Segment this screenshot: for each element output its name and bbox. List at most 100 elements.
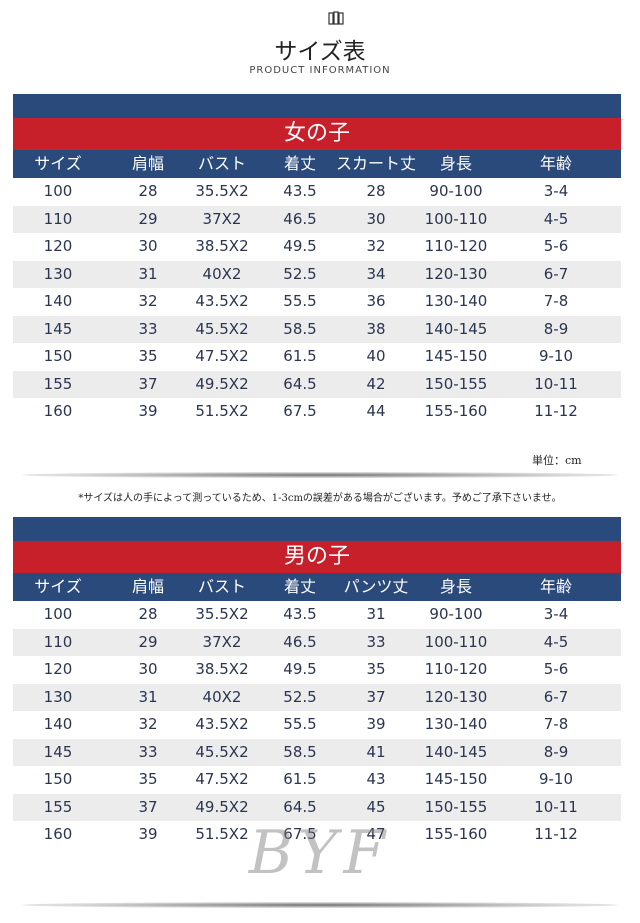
cell: 49.5X2 xyxy=(195,797,249,816)
cell: 67.5 xyxy=(283,402,317,420)
cell: 52.5 xyxy=(283,264,317,283)
cell: 64.5 xyxy=(283,797,317,816)
unit-label: 単位：cm xyxy=(532,454,582,467)
row xyxy=(13,656,621,684)
row xyxy=(13,288,621,316)
shadow xyxy=(22,902,618,908)
cell: 35 xyxy=(366,660,386,678)
cell: 145 xyxy=(43,742,73,761)
cell: 51.5X2 xyxy=(195,402,249,420)
cell: 28 xyxy=(138,605,158,623)
column-header: 肩幅 xyxy=(131,577,164,596)
row xyxy=(13,793,621,821)
cell: 130 xyxy=(43,687,73,706)
cell: 7-8 xyxy=(543,715,569,733)
row xyxy=(13,205,621,233)
cell: 5-6 xyxy=(543,237,569,255)
cell: 150-155 xyxy=(424,374,488,393)
cell: 4-5 xyxy=(543,632,569,651)
cell: 49.5 xyxy=(283,660,317,678)
cell: 8-9 xyxy=(543,742,569,761)
column-header: 身長 xyxy=(439,154,472,173)
cell: 40X2 xyxy=(202,687,242,706)
note: *サイズは人の手によって測っているため、1-3cmの誤差がある場合がございます。… xyxy=(78,493,562,504)
row xyxy=(13,628,621,656)
shadow xyxy=(22,472,618,478)
cell: 29 xyxy=(138,632,158,651)
cell: 39 xyxy=(366,715,386,733)
cell: 130-140 xyxy=(424,292,488,310)
cell: 100 xyxy=(43,605,73,623)
cell: 3-4 xyxy=(543,605,569,623)
cell: 33 xyxy=(366,632,386,651)
cell: 11-12 xyxy=(534,825,578,843)
cell: 155 xyxy=(43,374,73,393)
cell: 47.5X2 xyxy=(195,770,249,788)
column-header: 着丈 xyxy=(283,577,316,596)
cell: 3-4 xyxy=(543,182,569,200)
cell: 61.5 xyxy=(283,770,317,788)
cell: 110-120 xyxy=(424,660,488,678)
row xyxy=(13,711,621,739)
cell: 145-150 xyxy=(424,347,488,365)
cell: 37 xyxy=(138,797,158,816)
cell: 38 xyxy=(366,319,386,338)
cell: 155-160 xyxy=(424,402,488,420)
cell: 8-9 xyxy=(543,319,569,338)
cell: 64.5 xyxy=(283,374,317,393)
cell: 31 xyxy=(138,264,158,283)
cell: 49.5X2 xyxy=(195,374,249,393)
cell: 28 xyxy=(138,182,158,200)
cell: 37 xyxy=(138,374,158,393)
column-header: バスト xyxy=(197,154,246,173)
row xyxy=(13,315,621,343)
cell: 55.5 xyxy=(283,292,317,310)
row xyxy=(13,343,621,371)
cell: 10-11 xyxy=(534,797,578,816)
cell: 33 xyxy=(138,742,158,761)
cell: 9-10 xyxy=(538,770,574,788)
row xyxy=(13,398,621,426)
cell: 140 xyxy=(43,715,73,733)
cell: 46.5 xyxy=(283,632,317,651)
cell: 37X2 xyxy=(202,209,242,228)
header-row xyxy=(13,150,621,178)
column-header: 身長 xyxy=(439,577,472,596)
column-header: 肩幅 xyxy=(131,154,164,173)
cell: 43.5X2 xyxy=(195,715,249,733)
cell: 100 xyxy=(43,182,73,200)
cell: 120 xyxy=(43,660,73,678)
cell: 36 xyxy=(366,292,386,310)
cell: 6-7 xyxy=(543,687,569,706)
cell: 150 xyxy=(43,770,73,788)
cell: 140-145 xyxy=(424,742,488,761)
column-header: 着丈 xyxy=(283,154,316,173)
cell: 46.5 xyxy=(283,209,317,228)
column-header: スカート丈 xyxy=(335,154,416,173)
cell: 150-155 xyxy=(424,797,488,816)
cell: 35 xyxy=(138,347,158,365)
cell: 32 xyxy=(366,237,386,255)
cell: 140 xyxy=(43,292,73,310)
title: サイズ表 xyxy=(274,39,366,65)
cell: 34 xyxy=(366,264,386,283)
cell: 130-140 xyxy=(424,715,488,733)
cell: 10-11 xyxy=(534,374,578,393)
cell: 110 xyxy=(43,632,73,651)
row xyxy=(13,738,621,766)
cell: 120 xyxy=(43,237,73,255)
cell: 155 xyxy=(43,797,73,816)
cell: 40 xyxy=(366,347,386,365)
cell: 31 xyxy=(366,605,386,623)
cell: 51.5X2 xyxy=(195,825,249,843)
cell: 7-8 xyxy=(543,292,569,310)
cell: 43 xyxy=(366,770,386,788)
cell: 90-100 xyxy=(429,182,483,200)
cell: 42 xyxy=(366,374,386,393)
cell: 120-130 xyxy=(424,264,488,283)
cell: 100-110 xyxy=(424,209,488,228)
cell: 43.5X2 xyxy=(195,292,249,310)
band xyxy=(13,94,621,118)
cell: 35.5X2 xyxy=(195,605,249,623)
cell: 38.5X2 xyxy=(195,237,249,255)
